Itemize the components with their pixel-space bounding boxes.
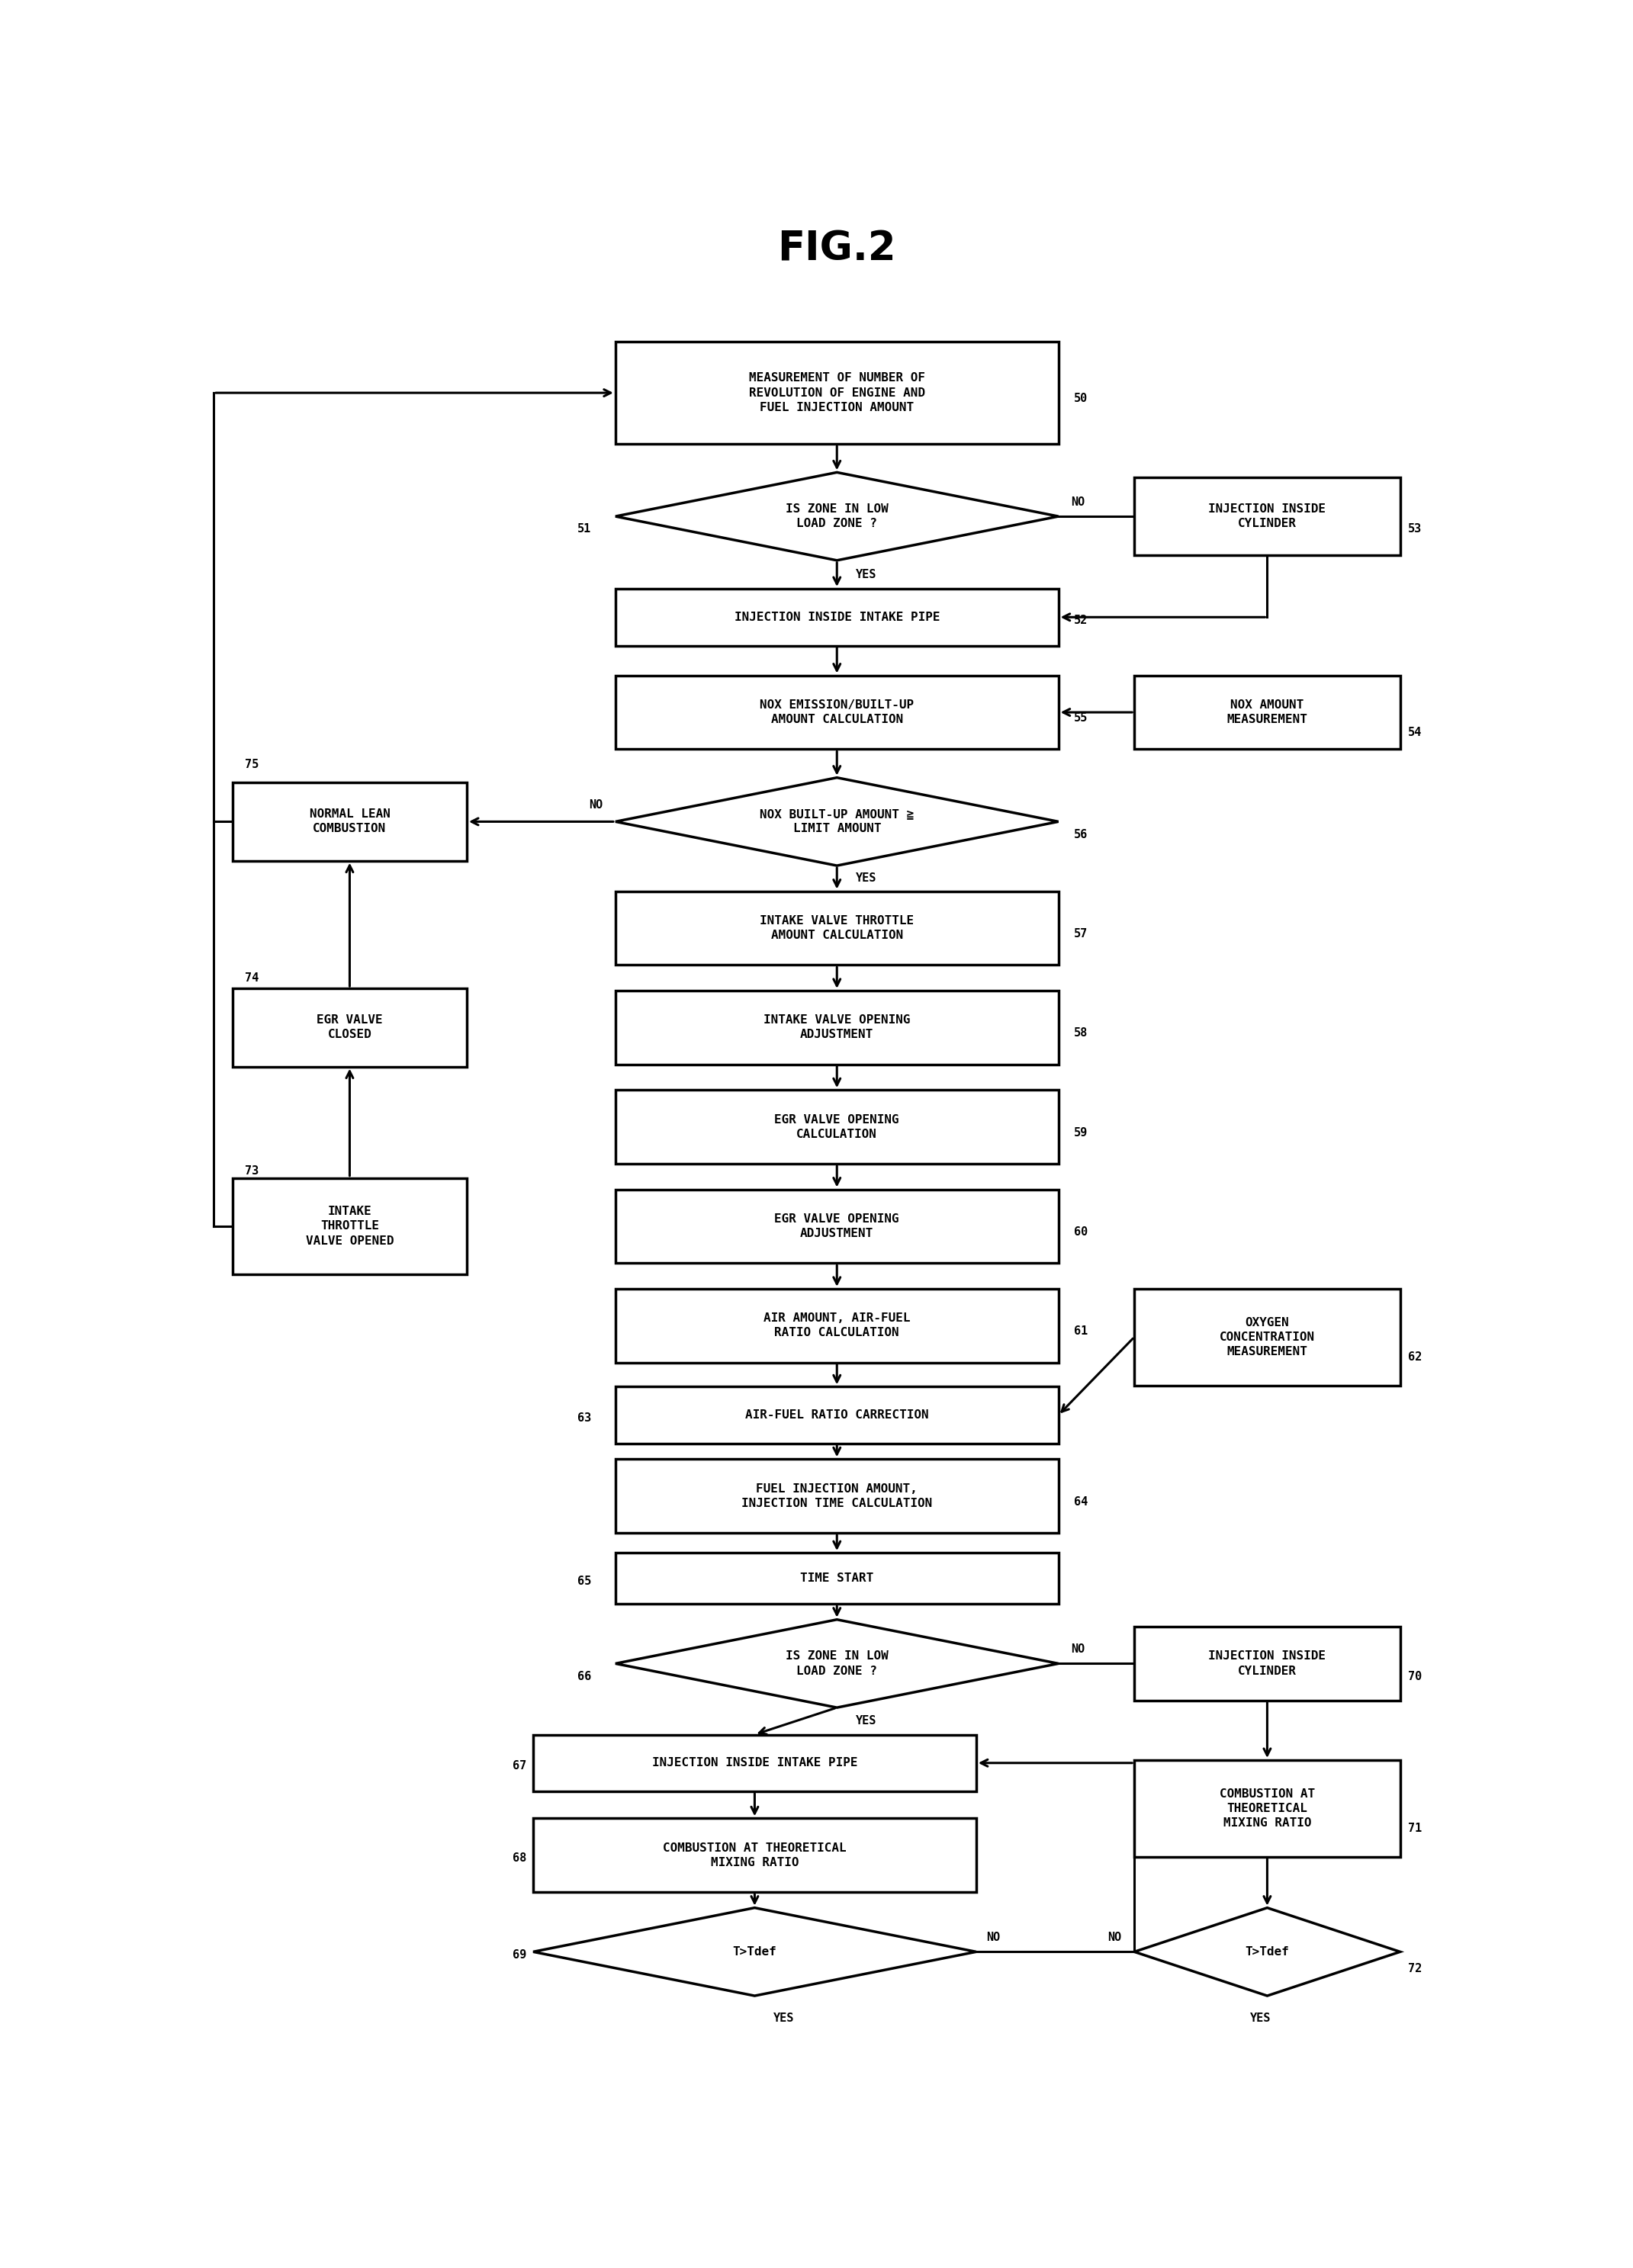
Text: INJECTION INSIDE
CYLINDER: INJECTION INSIDE CYLINDER — [1208, 1651, 1326, 1676]
FancyBboxPatch shape — [232, 782, 467, 860]
Text: MEASUREMENT OF NUMBER OF
REVOLUTION OF ENGINE AND
FUEL INJECTION AMOUNT: MEASUREMENT OF NUMBER OF REVOLUTION OF E… — [750, 372, 924, 413]
FancyBboxPatch shape — [616, 991, 1058, 1064]
Text: 60: 60 — [1073, 1227, 1088, 1238]
Text: 52: 52 — [1073, 615, 1088, 626]
Text: OXYGEN
CONCENTRATION
MEASUREMENT: OXYGEN CONCENTRATION MEASUREMENT — [1220, 1318, 1315, 1356]
Text: 51: 51 — [578, 524, 591, 535]
Text: 66: 66 — [578, 1672, 591, 1683]
FancyBboxPatch shape — [616, 1288, 1058, 1363]
Text: FIG.2: FIG.2 — [777, 229, 897, 268]
Text: 62: 62 — [1408, 1352, 1422, 1363]
Text: 65: 65 — [578, 1576, 591, 1588]
FancyBboxPatch shape — [532, 1819, 977, 1892]
FancyBboxPatch shape — [532, 1735, 977, 1792]
Text: 54: 54 — [1408, 726, 1422, 737]
Text: INJECTION INSIDE
CYLINDER: INJECTION INSIDE CYLINDER — [1208, 503, 1326, 528]
Text: NOX EMISSION/BUILT-UP
AMOUNT CALCULATION: NOX EMISSION/BUILT-UP AMOUNT CALCULATION — [759, 699, 914, 726]
FancyBboxPatch shape — [616, 1188, 1058, 1263]
Text: INTAKE
THROTTLE
VALVE OPENED: INTAKE THROTTLE VALVE OPENED — [305, 1207, 394, 1247]
Text: 68: 68 — [513, 1853, 527, 1864]
Text: COMBUSTION AT THEORETICAL
MIXING RATIO: COMBUSTION AT THEORETICAL MIXING RATIO — [663, 1842, 846, 1869]
Text: YES: YES — [856, 1715, 877, 1726]
Text: 72: 72 — [1408, 1964, 1422, 1975]
Text: 69: 69 — [513, 1948, 527, 1960]
Polygon shape — [1135, 1907, 1399, 1996]
Text: AIR AMOUNT, AIR-FUEL
RATIO CALCULATION: AIR AMOUNT, AIR-FUEL RATIO CALCULATION — [764, 1313, 910, 1338]
Text: EGR VALVE
CLOSED: EGR VALVE CLOSED — [317, 1014, 382, 1041]
FancyBboxPatch shape — [616, 1554, 1058, 1603]
Text: 53: 53 — [1408, 524, 1422, 535]
Text: 61: 61 — [1073, 1325, 1088, 1338]
Text: 70: 70 — [1408, 1672, 1422, 1683]
Text: INTAKE VALVE THROTTLE
AMOUNT CALCULATION: INTAKE VALVE THROTTLE AMOUNT CALCULATION — [759, 914, 914, 941]
Polygon shape — [532, 1907, 977, 1996]
Text: AIR-FUEL RATIO CARRECTION: AIR-FUEL RATIO CARRECTION — [745, 1408, 929, 1420]
Text: IS ZONE IN LOW
LOAD ZONE ?: IS ZONE IN LOW LOAD ZONE ? — [785, 503, 888, 528]
FancyBboxPatch shape — [616, 676, 1058, 748]
Text: 57: 57 — [1073, 928, 1088, 939]
Text: YES: YES — [774, 2012, 795, 2025]
FancyBboxPatch shape — [616, 590, 1058, 646]
Text: INJECTION INSIDE INTAKE PIPE: INJECTION INSIDE INTAKE PIPE — [652, 1758, 857, 1769]
FancyBboxPatch shape — [1135, 1288, 1399, 1386]
FancyBboxPatch shape — [616, 1458, 1058, 1533]
FancyBboxPatch shape — [616, 342, 1058, 445]
Polygon shape — [616, 472, 1058, 560]
Text: 56: 56 — [1073, 828, 1088, 839]
Text: 55: 55 — [1073, 712, 1088, 723]
Text: NO: NO — [1107, 1932, 1122, 1944]
FancyBboxPatch shape — [1135, 1760, 1399, 1857]
Text: EGR VALVE OPENING
CALCULATION: EGR VALVE OPENING CALCULATION — [774, 1114, 900, 1141]
Text: 67: 67 — [513, 1760, 527, 1771]
Text: T>Tdef: T>Tdef — [1246, 1946, 1288, 1957]
FancyBboxPatch shape — [232, 989, 467, 1066]
Text: TIME START: TIME START — [800, 1572, 874, 1583]
Polygon shape — [616, 778, 1058, 866]
Text: 50: 50 — [1073, 392, 1088, 404]
Text: 63: 63 — [578, 1413, 591, 1424]
Text: 73: 73 — [245, 1166, 258, 1177]
FancyBboxPatch shape — [616, 891, 1058, 964]
Text: INTAKE VALVE OPENING
ADJUSTMENT: INTAKE VALVE OPENING ADJUSTMENT — [764, 1014, 910, 1041]
Text: YES: YES — [856, 569, 877, 581]
Text: YES: YES — [1251, 2012, 1272, 2025]
Text: 75: 75 — [245, 760, 258, 771]
Text: IS ZONE IN LOW
LOAD ZONE ?: IS ZONE IN LOW LOAD ZONE ? — [785, 1651, 888, 1676]
FancyBboxPatch shape — [616, 1386, 1058, 1442]
Text: 71: 71 — [1408, 1823, 1422, 1835]
Text: 58: 58 — [1073, 1027, 1088, 1039]
Text: T>Tdef: T>Tdef — [733, 1946, 777, 1957]
FancyBboxPatch shape — [232, 1177, 467, 1275]
Text: FUEL INJECTION AMOUNT,
INJECTION TIME CALCULATION: FUEL INJECTION AMOUNT, INJECTION TIME CA… — [741, 1483, 932, 1508]
Text: 64: 64 — [1073, 1497, 1088, 1508]
Text: NO: NO — [590, 798, 603, 810]
Text: NOX AMOUNT
MEASUREMENT: NOX AMOUNT MEASUREMENT — [1226, 699, 1308, 726]
Text: NO: NO — [1071, 497, 1084, 508]
FancyBboxPatch shape — [1135, 1626, 1399, 1701]
Text: COMBUSTION AT
THEORETICAL
MIXING RATIO: COMBUSTION AT THEORETICAL MIXING RATIO — [1220, 1787, 1315, 1828]
FancyBboxPatch shape — [616, 1091, 1058, 1163]
FancyBboxPatch shape — [1135, 476, 1399, 556]
Text: 59: 59 — [1073, 1127, 1088, 1139]
Text: 74: 74 — [245, 973, 258, 984]
Text: YES: YES — [856, 873, 877, 885]
Text: NOX BUILT-UP AMOUNT ≧
LIMIT AMOUNT: NOX BUILT-UP AMOUNT ≧ LIMIT AMOUNT — [759, 810, 914, 835]
Text: NORMAL LEAN
COMBUSTION: NORMAL LEAN COMBUSTION — [309, 810, 390, 835]
Text: INJECTION INSIDE INTAKE PIPE: INJECTION INSIDE INTAKE PIPE — [735, 612, 939, 624]
Polygon shape — [616, 1619, 1058, 1708]
Text: NO: NO — [986, 1932, 999, 1944]
Text: NO: NO — [1071, 1644, 1084, 1656]
Text: EGR VALVE OPENING
ADJUSTMENT: EGR VALVE OPENING ADJUSTMENT — [774, 1213, 900, 1238]
FancyBboxPatch shape — [1135, 676, 1399, 748]
